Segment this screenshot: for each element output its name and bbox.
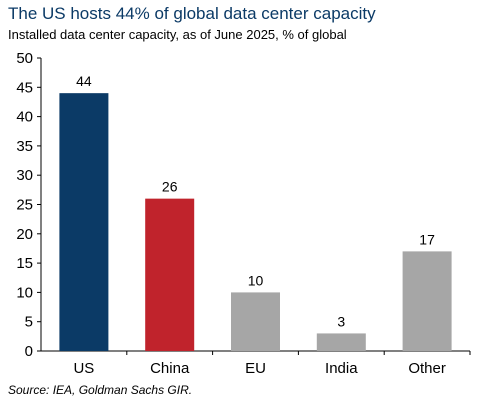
data-label: 44 [76, 73, 92, 89]
data-label: 10 [248, 272, 264, 288]
bar-eu [231, 292, 280, 351]
y-tick-label: 10 [16, 284, 33, 301]
y-tick-label: 45 [16, 79, 33, 96]
y-tick-label: 30 [16, 167, 33, 184]
x-tick-label: China [150, 360, 190, 377]
bar-other [402, 251, 452, 351]
source-note: Source: IEA, Goldman Sachs GIR. [8, 383, 193, 397]
chart-subtitle: Installed data center capacity, as of Ju… [8, 27, 347, 42]
chart-title: The US hosts 44% of global data center c… [8, 4, 376, 23]
x-tick-label: US [73, 360, 94, 377]
y-tick-label: 50 [16, 50, 33, 67]
data-label: 3 [337, 313, 345, 329]
bar-china [145, 198, 195, 351]
x-tick-label: Other [408, 360, 446, 377]
y-tick-label: 35 [16, 138, 33, 155]
data-label: 17 [419, 231, 435, 247]
y-tick-label: 0 [25, 343, 33, 360]
bar-india [316, 333, 366, 351]
x-tick-label: India [325, 360, 358, 377]
y-tick-label: 20 [16, 226, 33, 243]
bar-us [59, 93, 109, 351]
y-tick-label: 15 [16, 255, 33, 272]
y-tick-label: 25 [16, 197, 33, 214]
y-tick-label: 40 [16, 109, 33, 126]
x-tick-label: EU [245, 360, 266, 377]
y-tick-label: 5 [25, 314, 33, 331]
data-label: 26 [162, 179, 178, 195]
